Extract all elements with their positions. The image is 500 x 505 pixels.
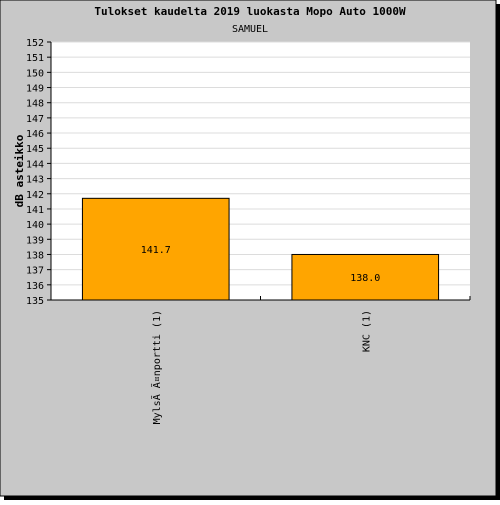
y-tick-label: 150 [26, 68, 44, 79]
y-tick-label: 138 [26, 250, 44, 261]
chart-title: Tulokset kaudelta 2019 luokasta Mopo Aut… [94, 5, 406, 18]
y-axis-label: dB asteikko [13, 134, 26, 207]
frame-shadow-bottom [4, 496, 500, 500]
y-tick-label: 151 [26, 53, 44, 64]
y-tick-label: 137 [26, 266, 44, 277]
y-tick-label: 141 [26, 205, 44, 216]
y-tick-label: 148 [26, 99, 44, 110]
y-axis: 135 136 137 138 139 140 141 142 143 144 145 146 147 1… [26, 38, 52, 307]
bar [81, 197, 230, 301]
chart-subtitle: SAMUEL [232, 24, 268, 35]
bars-group: 141.7 138.0 [81, 197, 440, 301]
y-tick-label: 146 [26, 129, 44, 140]
y-tick-label: 144 [26, 159, 44, 170]
y-tick-label: 142 [26, 190, 44, 201]
bar [291, 253, 440, 301]
y-tick-label: 140 [26, 220, 44, 231]
frame-shadow-right [496, 4, 500, 500]
y-tick-label: 135 [26, 296, 44, 307]
bar-value-label: 138.0 [350, 273, 380, 284]
y-tick-label: 152 [26, 38, 44, 49]
x-category-label: KNC (1) [361, 310, 372, 352]
y-tick-label: 136 [26, 281, 44, 292]
x-category-label: MylsÃ Ã¤nportti (1) [150, 310, 163, 424]
y-tick-label: 143 [26, 175, 44, 186]
grid-lines [51, 41, 470, 286]
y-tick-label: 149 [26, 84, 44, 95]
x-axis: MylsÃ Ã¤nportti (1) KNC (1) [51, 296, 471, 424]
y-tick-label: 145 [26, 144, 44, 155]
y-tick-label: 147 [26, 114, 44, 125]
y-tick-label: 139 [26, 235, 44, 246]
bar-value-label: 141.7 [141, 245, 171, 256]
